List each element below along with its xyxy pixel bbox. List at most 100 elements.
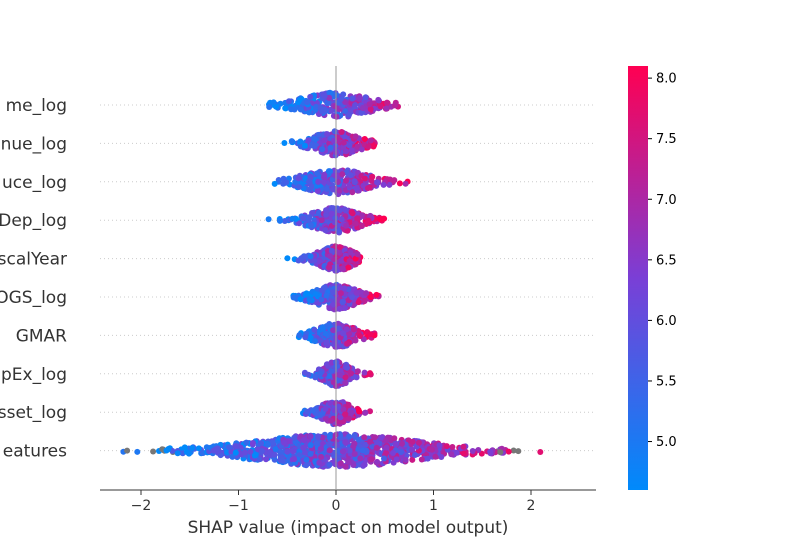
shap-point bbox=[341, 206, 348, 213]
shap-point bbox=[510, 447, 517, 454]
shap-point bbox=[358, 212, 365, 219]
shap-point bbox=[340, 139, 347, 146]
shap-point bbox=[354, 215, 361, 222]
shap-point bbox=[367, 331, 374, 338]
beeswarm-dots bbox=[120, 89, 544, 470]
shap-point bbox=[302, 449, 308, 456]
shap-point bbox=[497, 449, 504, 456]
shap-point bbox=[349, 210, 356, 217]
shap-point bbox=[349, 294, 356, 301]
shap-point bbox=[297, 296, 304, 303]
shap-point bbox=[311, 326, 318, 333]
shap-point bbox=[284, 255, 291, 262]
shap-point bbox=[342, 305, 348, 311]
shap-point bbox=[281, 140, 288, 146]
shap-point bbox=[339, 448, 346, 455]
shap-point bbox=[356, 408, 363, 415]
shap-point bbox=[346, 182, 353, 189]
shap-point bbox=[332, 172, 339, 179]
shap-point bbox=[303, 462, 310, 469]
shap-point bbox=[242, 449, 248, 456]
shap-point bbox=[347, 249, 354, 256]
shap-point bbox=[270, 99, 277, 106]
shap-point bbox=[324, 131, 331, 138]
shap-point bbox=[321, 284, 328, 291]
shap-point bbox=[361, 369, 368, 376]
shap-point bbox=[286, 98, 292, 105]
shap-point bbox=[328, 368, 335, 375]
shap-point bbox=[304, 408, 311, 415]
shap-point bbox=[321, 137, 328, 144]
shap-point bbox=[281, 439, 288, 446]
shap-point bbox=[264, 441, 271, 448]
shap-point bbox=[382, 437, 389, 444]
shap-point bbox=[337, 96, 344, 102]
shap-point bbox=[367, 294, 374, 301]
shap-point bbox=[350, 462, 357, 468]
shap-point bbox=[368, 456, 375, 463]
shap-point bbox=[326, 433, 333, 440]
shap-point bbox=[351, 432, 358, 439]
shap-point bbox=[315, 258, 322, 265]
shap-point bbox=[390, 450, 396, 456]
shap-point bbox=[338, 216, 345, 223]
shap-point bbox=[342, 411, 349, 418]
shap-point bbox=[361, 136, 368, 142]
shap-point bbox=[354, 143, 361, 150]
shap-point bbox=[349, 189, 356, 196]
shap-point bbox=[327, 144, 334, 151]
shap-point bbox=[336, 249, 343, 256]
shap-point bbox=[328, 359, 335, 366]
shap-point bbox=[335, 403, 342, 410]
shap-point bbox=[321, 93, 328, 99]
shap-point bbox=[271, 180, 278, 187]
shap-point bbox=[330, 289, 337, 296]
shap-point bbox=[384, 99, 390, 106]
shap-point bbox=[367, 408, 373, 415]
shap-point bbox=[361, 297, 368, 304]
shap-point bbox=[319, 146, 326, 153]
shap-point bbox=[328, 247, 335, 254]
x-tick-label: −2 bbox=[131, 498, 152, 514]
shap-point bbox=[321, 171, 328, 178]
shap-point bbox=[351, 451, 358, 457]
shap-point bbox=[307, 433, 314, 440]
shap-point bbox=[321, 106, 328, 113]
shap-point bbox=[327, 253, 334, 260]
shap-point bbox=[348, 147, 355, 154]
shap-point bbox=[325, 168, 332, 175]
shap-point bbox=[307, 93, 314, 100]
shap-point bbox=[312, 291, 319, 298]
colorbar-tick-label: 7.5 bbox=[656, 132, 677, 147]
shap-point bbox=[318, 453, 325, 460]
shap-point bbox=[314, 187, 321, 194]
shap-point bbox=[323, 185, 330, 192]
feature-label: OGS_log bbox=[0, 288, 67, 308]
shap-point bbox=[418, 456, 425, 463]
shap-point bbox=[305, 371, 312, 378]
shap-point bbox=[304, 99, 311, 106]
shap-point bbox=[351, 178, 358, 185]
colorbar bbox=[628, 66, 648, 490]
shap-point bbox=[366, 101, 373, 108]
shap-point bbox=[365, 185, 371, 192]
shap-point bbox=[226, 444, 233, 451]
shap-point bbox=[357, 333, 363, 339]
shap-point bbox=[402, 180, 409, 187]
shap-point bbox=[277, 100, 284, 107]
shap-point bbox=[302, 142, 308, 149]
shap-point bbox=[328, 107, 335, 114]
shap-point bbox=[336, 244, 343, 251]
shap-point bbox=[319, 434, 326, 441]
shap-point bbox=[134, 448, 141, 455]
shap-point bbox=[342, 374, 349, 381]
shap-point bbox=[448, 451, 455, 458]
shap-point bbox=[343, 148, 350, 155]
shap-point bbox=[322, 227, 329, 234]
feature-label: Dep_log bbox=[0, 211, 67, 231]
shap-point bbox=[266, 449, 273, 456]
shap-point bbox=[282, 105, 289, 112]
feature-label: me_log bbox=[6, 96, 67, 116]
shap-point bbox=[391, 102, 398, 109]
shap-point bbox=[460, 443, 467, 450]
